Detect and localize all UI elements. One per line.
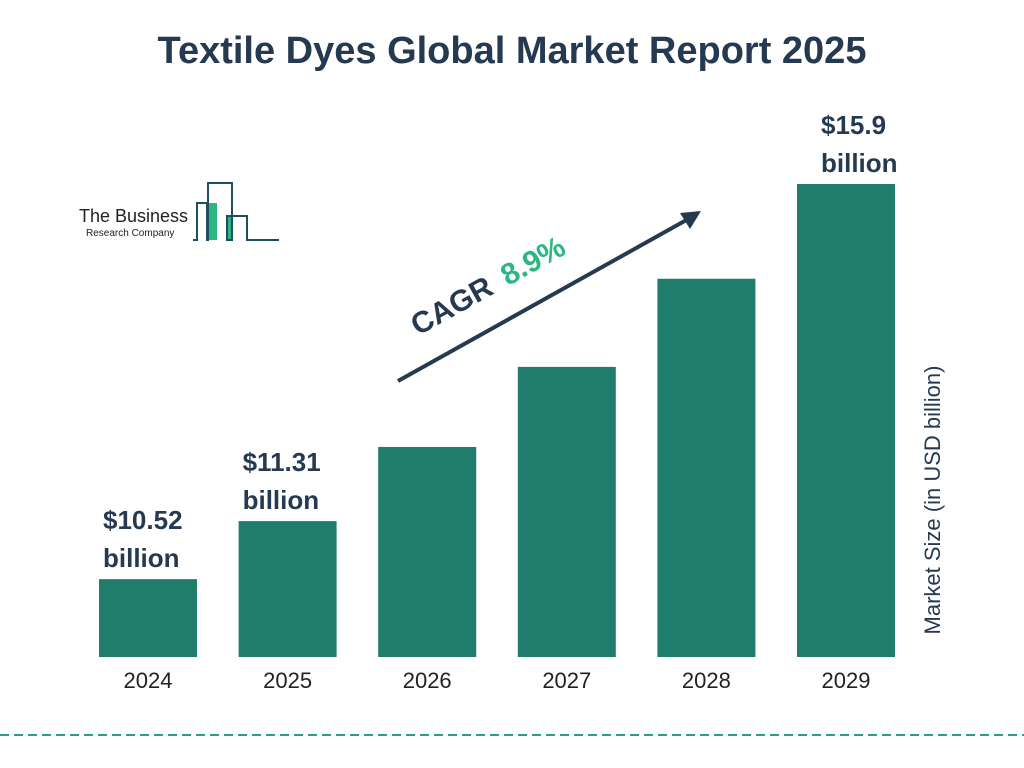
- bar-2027: [517, 366, 616, 657]
- data-label-value: $11.31: [243, 447, 321, 477]
- data-label-unit: billion: [821, 148, 898, 178]
- logo-line1: The Business: [79, 206, 188, 226]
- data-label-value: $10.52: [103, 505, 183, 535]
- data-label-unit: billion: [103, 543, 180, 573]
- data-label-value: $15.9: [821, 110, 886, 140]
- x-tick-label: 2026: [403, 668, 452, 693]
- x-tick-label: 2024: [124, 668, 173, 693]
- cagr-value: 8.9%: [495, 230, 571, 292]
- y-axis-label: Market Size (in USD billion): [920, 366, 945, 635]
- bar-2028: [657, 278, 756, 657]
- x-tick-label: 2025: [263, 668, 312, 693]
- bar-2026: [378, 446, 477, 657]
- cagr-arrow-line: [397, 216, 691, 383]
- bar-2029: [797, 184, 895, 657]
- cagr-arrow-head-icon: [680, 211, 701, 229]
- x-tick-label: 2027: [542, 668, 591, 693]
- data-label-unit: billion: [243, 485, 320, 515]
- cagr-annotation: CAGR 8.9%: [397, 211, 701, 383]
- x-tick-label: 2029: [822, 668, 871, 693]
- logo-line2: Research Company: [86, 228, 174, 239]
- bar-2025: [238, 521, 337, 657]
- x-tick-label: 2028: [682, 668, 731, 693]
- logo: The Business Research Company: [79, 182, 279, 241]
- svg-text:CAGR 8.9%: CAGR 8.9%: [405, 230, 571, 342]
- bar-2024: [99, 579, 197, 657]
- chart-title: Textile Dyes Global Market Report 2025: [157, 30, 867, 72]
